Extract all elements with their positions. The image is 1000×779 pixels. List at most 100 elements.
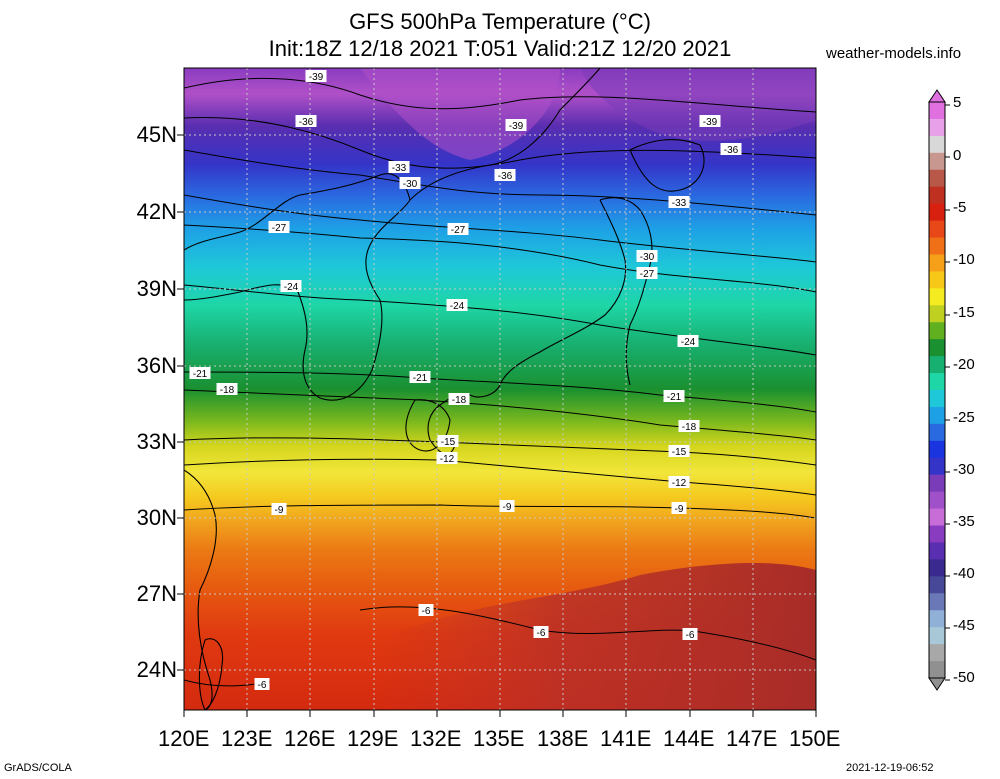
taiwan: [198, 638, 224, 710]
contour-label: -9: [671, 502, 687, 515]
contour-label-text: -30: [640, 252, 655, 263]
isotherm-18: [184, 389, 816, 441]
contour-label: -30: [636, 250, 658, 263]
contour-label: -21: [663, 390, 685, 403]
hokkaido: [629, 139, 705, 192]
map-title: GFS 500hPa Temperature (°C): [349, 9, 651, 34]
colorbar-label-m5: -5: [953, 199, 967, 216]
colorbar-label-5: 5: [953, 94, 962, 111]
footer-timestamp: 2021-12-19-06:52: [846, 762, 934, 774]
lon-label-135e: 135E: [473, 726, 525, 751]
contour-label: -15: [437, 435, 459, 448]
lat-label-45n: 45N: [136, 122, 177, 147]
colorbar-band: [929, 271, 945, 289]
colorbar-band: [929, 322, 945, 340]
contour-label-text: -18: [452, 395, 467, 406]
colorbar-band: [929, 373, 945, 391]
map-subtitle: Init:18Z 12/18 2021 T:051 Valid:21Z 12/2…: [268, 36, 732, 61]
contour-label-text: -6: [686, 630, 695, 641]
contour-label-text: -24: [450, 301, 465, 312]
lon-label-147e: 147E: [726, 726, 778, 751]
contour-label: -36: [295, 115, 317, 128]
colorbar-band: [929, 406, 945, 425]
contour-label-text: -15: [672, 447, 687, 458]
colorbar-band: [929, 644, 945, 662]
lat-label-42n: 42N: [136, 199, 177, 224]
colorbar-band: [929, 593, 945, 611]
contour-labels: -39 -36 -39 -39 -36 -33 -30 -36 -33 -27 -27 -30 -27 -…: [189, 70, 742, 691]
colorbar-label-m20: -20: [953, 356, 975, 373]
colorbar-label-m10: -10: [953, 251, 975, 268]
colorbar-band: [929, 661, 945, 679]
warm-core-region: [380, 563, 816, 710]
colorbar-label-m25: -25: [953, 409, 975, 426]
colorbar-bottom-arrow: [928, 677, 946, 691]
contour-label-text: -36: [724, 145, 739, 156]
contour-label-text: -39: [509, 121, 524, 132]
contour-label: -9: [271, 503, 287, 516]
colorbar-band: [929, 423, 945, 442]
axis-ticks: [177, 134, 817, 717]
contour-label: -12: [668, 476, 690, 489]
contour-label: -18: [448, 393, 470, 406]
colorbar-band: [929, 102, 945, 120]
contour-label: -18: [216, 383, 238, 396]
colorbar-band: [929, 254, 945, 272]
contour-label: -33: [388, 161, 410, 174]
lon-label-132e: 132E: [410, 726, 462, 751]
contour-label: -6: [682, 628, 698, 641]
contour-label: -27: [636, 267, 658, 280]
contour-label-text: -36: [498, 171, 513, 182]
colorbar-band: [929, 390, 945, 408]
colorbar-label-m50: -50: [953, 669, 975, 686]
lon-label-144e: 144E: [663, 726, 715, 751]
contour-label-text: -18: [682, 422, 697, 433]
contour-label: -9: [499, 500, 515, 513]
contour-label: -24: [446, 299, 468, 312]
isotherms: [184, 77, 816, 687]
colorbar: [928, 101, 950, 681]
contour-label-text: -21: [667, 392, 682, 403]
contour-label-text: -9: [275, 505, 284, 516]
contour-label-text: -24: [681, 337, 696, 348]
contour-label: -27: [447, 223, 469, 236]
contour-label-text: -9: [675, 504, 684, 515]
colorbar-label-m35: -35: [953, 513, 975, 530]
contour-label-text: -12: [440, 454, 455, 465]
colorbar-label-0: 0: [953, 147, 962, 164]
contour-label: -18: [678, 420, 700, 433]
contour-label-text: -27: [272, 223, 287, 234]
contour-label: -15: [668, 445, 690, 458]
lon-label-123e: 123E: [221, 726, 273, 751]
contour-label-text: -33: [392, 163, 407, 174]
colorbar-label-m45: -45: [953, 617, 975, 634]
contour-label-text: -24: [284, 282, 299, 293]
colorbar-band: [929, 627, 945, 645]
isotherm-21: [184, 371, 816, 413]
lon-label-138e: 138E: [537, 726, 589, 751]
contour-label-text: -36: [299, 117, 314, 128]
colorbar-band: [929, 440, 945, 459]
colorbar-band: [929, 152, 945, 171]
lat-label-30n: 30N: [136, 505, 177, 530]
colorbar-band: [929, 559, 945, 577]
colorbar-top-arrow: [928, 89, 946, 103]
colorbar-band: [929, 525, 945, 543]
graticule: [184, 68, 816, 710]
colorbar-band: [929, 288, 945, 306]
contour-label-text: -6: [537, 628, 546, 639]
contour-label-text: -9: [503, 502, 512, 513]
lon-label-141e: 141E: [600, 726, 652, 751]
footer-left: GrADS/COLA: [4, 762, 72, 774]
isotherm-12: [184, 458, 816, 496]
colorbar-label-m30: -30: [953, 461, 975, 478]
isotherm-39: [184, 77, 816, 113]
colorbar-band: [929, 237, 945, 255]
contour-label-text: -18: [220, 385, 235, 396]
contour-label: -36: [494, 169, 516, 182]
cold-patch-northeast: [580, 68, 816, 141]
lat-label-39n: 39N: [136, 276, 177, 301]
colorbar-band: [929, 339, 945, 357]
lat-label-33n: 33N: [136, 429, 177, 454]
